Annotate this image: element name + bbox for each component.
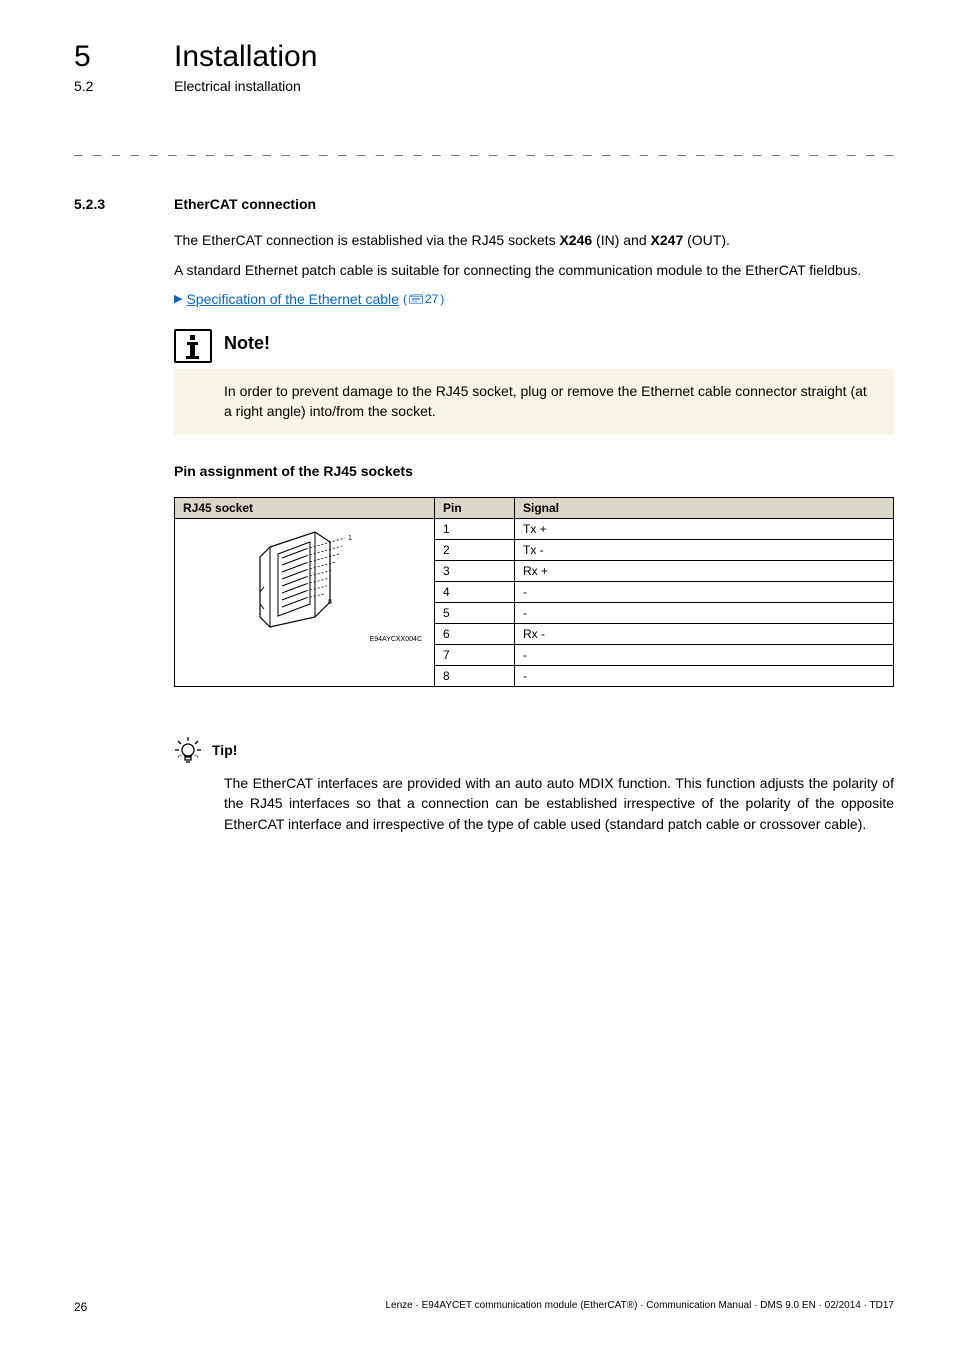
page-footer: 26 Lenze · E94AYCET communication module… (74, 1300, 894, 1314)
cell-pin: 3 (435, 561, 515, 582)
cell-signal: - (515, 582, 894, 603)
cell-signal: - (515, 666, 894, 687)
cell-signal: - (515, 603, 894, 624)
chapter-number: 5 (74, 40, 126, 74)
note-body: In order to prevent damage to the RJ45 s… (174, 369, 894, 436)
text: (IN) and (592, 232, 650, 248)
note-title: Note! (224, 329, 270, 354)
socket-cell: 1 8 E94AYCXX004C (175, 519, 435, 687)
paragraph-2: A standard Ethernet patch cable is suita… (174, 260, 894, 280)
socket-label: E94AYCXX004C (183, 636, 426, 643)
cell-pin: 5 (435, 603, 515, 624)
cell-signal: - (515, 645, 894, 666)
link-text: Specification of the Ethernet cable (186, 291, 398, 307)
cell-pin: 4 (435, 582, 515, 603)
cell-signal: Tx - (515, 540, 894, 561)
cell-pin: 2 (435, 540, 515, 561)
section-title: Electrical installation (174, 78, 301, 94)
paragraph-1: The EtherCAT connection is established v… (174, 230, 894, 250)
text: (OUT). (683, 232, 730, 248)
subsection-number: 5.2.3 (74, 196, 152, 212)
cell-pin: 1 (435, 519, 515, 540)
tip-icon (174, 735, 202, 765)
th-pin: Pin (435, 498, 515, 519)
cell-signal: Rx - (515, 624, 894, 645)
page-number: 26 (74, 1300, 87, 1314)
info-icon (174, 329, 212, 363)
pin-table: RJ45 socket Pin Signal (174, 497, 894, 687)
page-ref: ( 27) (403, 292, 444, 306)
cell-signal: Tx + (515, 519, 894, 540)
arrow-icon: ▶ (174, 292, 182, 305)
svg-text:8: 8 (328, 599, 332, 606)
table-row: 1 8 E94AYCXX004C 1 Tx + (175, 519, 894, 540)
footer-text: Lenze · E94AYCET communication module (E… (385, 1300, 894, 1314)
spec-link[interactable]: ▶ Specification of the Ethernet cable ( … (174, 291, 894, 307)
cell-pin: 7 (435, 645, 515, 666)
th-socket: RJ45 socket (175, 498, 435, 519)
th-signal: Signal (515, 498, 894, 519)
svg-text:1: 1 (348, 535, 352, 542)
text: The EtherCAT connection is established v… (174, 232, 559, 248)
chapter-title: Installation (174, 40, 317, 74)
subsection-title: EtherCAT connection (174, 196, 316, 212)
bold-x247: X247 (651, 232, 684, 248)
pin-assignment-heading: Pin assignment of the RJ45 sockets (174, 463, 894, 479)
tip-body: The EtherCAT interfaces are provided wit… (224, 773, 894, 834)
cell-signal: Rx + (515, 561, 894, 582)
bold-x246: X246 (559, 232, 592, 248)
cell-pin: 8 (435, 666, 515, 687)
cell-pin: 6 (435, 624, 515, 645)
divider-dashes: _ _ _ _ _ _ _ _ _ _ _ _ _ _ _ _ _ _ _ _ … (74, 140, 894, 156)
rj45-socket-icon: 1 8 (240, 522, 370, 632)
tip-title: Tip! (212, 742, 237, 758)
section-number: 5.2 (74, 78, 126, 94)
